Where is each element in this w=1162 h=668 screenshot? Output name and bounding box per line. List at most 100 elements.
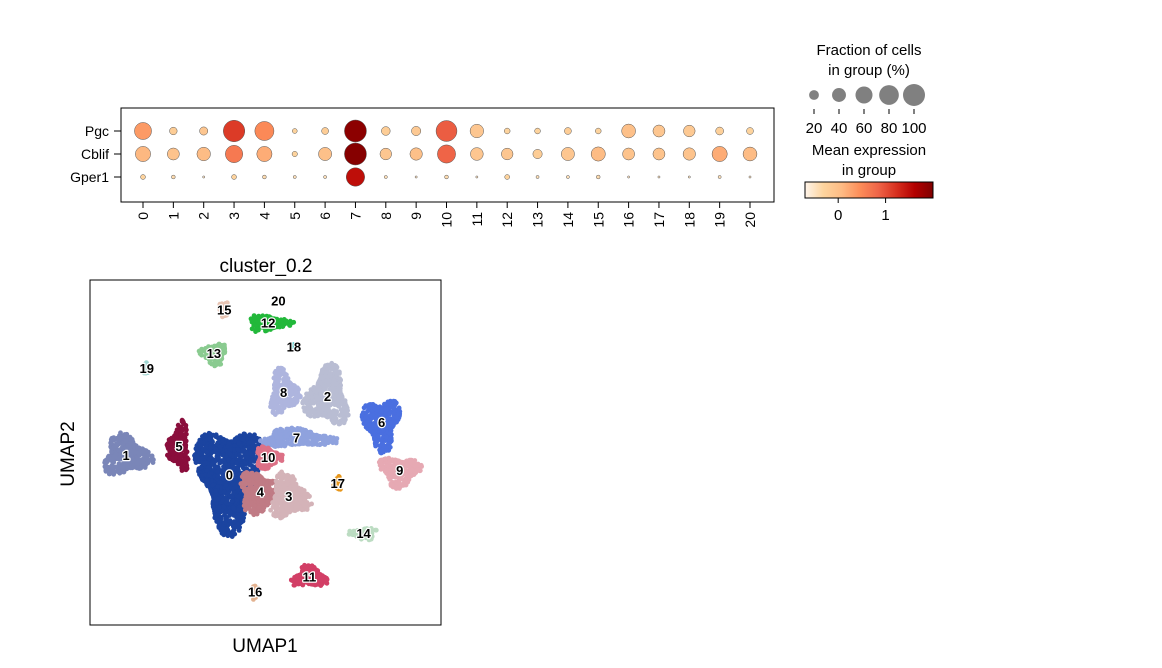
dot-Cblif-6	[318, 147, 332, 161]
gene-label: Gper1	[70, 169, 109, 185]
group-label: 20	[742, 212, 758, 228]
dot-Cblif-7	[344, 142, 367, 166]
group-label: 13	[530, 212, 546, 228]
group-label: 14	[560, 212, 576, 228]
umap-frame	[89, 279, 442, 626]
dot-Gper1-9	[414, 175, 418, 179]
size-legend-dot	[832, 88, 846, 102]
umap-cluster-11	[288, 562, 330, 588]
gene-label: Pgc	[85, 123, 109, 139]
dot-Gper1-18	[687, 175, 691, 179]
dot-Cblif-14	[561, 147, 575, 161]
dot-Cblif-4	[256, 146, 273, 162]
dot-Pgc-15	[595, 127, 602, 135]
dot-Gper1-5	[292, 175, 297, 179]
color-legend-title-2: in group	[842, 162, 896, 179]
size-legend-dot	[855, 86, 873, 104]
dot-Gper1-15	[596, 174, 601, 180]
umap-cluster-7	[258, 425, 340, 449]
dot-Gper1-10	[444, 174, 449, 180]
umap-label-9: 9	[396, 463, 403, 478]
dot-Gper1-12	[504, 174, 510, 180]
gene-labels: Pgc Cblif Gper1	[70, 123, 121, 185]
dot-Cblif-16	[622, 147, 635, 161]
dot-Pgc-16	[621, 123, 636, 139]
colorbar-tick-label: 1	[881, 207, 889, 224]
dot-Gper1-6	[323, 175, 327, 179]
umap-label-11: 11	[303, 569, 317, 584]
group-label: 6	[317, 212, 333, 220]
umap-cluster-18	[289, 342, 300, 353]
group-label: 10	[439, 212, 455, 228]
dot-Gper1-14	[566, 175, 570, 179]
dotplot-frame	[120, 107, 775, 203]
umap-label-16: 16	[248, 584, 262, 599]
dot-Cblif-20	[742, 146, 758, 162]
size-legend-label: 80	[881, 120, 898, 137]
umap-label-0: 0	[226, 467, 233, 482]
umap-cluster-5	[164, 417, 191, 473]
group-label: 18	[681, 212, 697, 228]
dot-Cblif-13	[532, 149, 543, 159]
size-legend-dot	[879, 85, 899, 105]
umap-label-14: 14	[356, 526, 371, 541]
group-label: 11	[469, 212, 485, 227]
umap-cluster-10	[255, 444, 285, 472]
group-label: 1	[165, 212, 181, 220]
dot-Pgc-13	[534, 127, 541, 135]
dot-Pgc-2	[199, 126, 209, 136]
dot-Gper1-2	[202, 175, 206, 179]
dot-Gper1-19	[717, 175, 722, 179]
dot-Gper1-0	[140, 174, 146, 180]
umap-cluster-13	[196, 341, 228, 369]
umap-cluster-1	[102, 430, 156, 477]
dot-Pgc-12	[504, 127, 511, 135]
size-legend-title-2: in group (%)	[828, 62, 910, 79]
umap-label-7: 7	[293, 430, 300, 445]
dot-Cblif-17	[652, 147, 666, 161]
size-legend-dot	[809, 90, 819, 100]
umap-label-3: 3	[285, 489, 292, 504]
dot-Cblif-0	[135, 146, 151, 162]
dot-Gper1-16	[627, 175, 630, 179]
umap-cluster-4	[238, 470, 289, 518]
dot-Pgc-20	[746, 127, 754, 135]
group-label: 3	[226, 212, 242, 220]
dot-Cblif-15	[590, 146, 606, 162]
dot-Cblif-18	[682, 147, 696, 161]
dot-Gper1-3	[231, 174, 237, 180]
umap-label-15: 15	[217, 302, 231, 317]
dot-Cblif-1	[167, 147, 180, 161]
dot-Pgc-7	[344, 119, 367, 143]
size-legend: Fraction of cells in group (%) 20 40 60 80 1…	[806, 42, 927, 137]
dot-Cblif-3	[225, 145, 243, 163]
umap-cluster-3	[268, 469, 314, 521]
umap-cluster-12	[248, 313, 297, 334]
dot-Pgc-11	[469, 123, 484, 139]
group-label: 0	[135, 212, 151, 220]
group-label: 5	[287, 212, 303, 220]
dot-Cblif-10	[437, 144, 456, 164]
dot-Cblif-8	[379, 147, 392, 161]
umap-cluster-6	[359, 398, 403, 456]
dot-Pgc-10	[435, 120, 458, 142]
umap-cluster-17	[331, 474, 343, 492]
dot-marks	[134, 119, 758, 187]
umap-cluster-2	[300, 360, 351, 427]
group-label: 4	[256, 212, 272, 220]
dot-Cblif-12	[501, 147, 514, 161]
size-legend-dot	[903, 84, 925, 106]
gene-label: Cblif	[81, 146, 109, 162]
dot-Pgc-1	[169, 126, 178, 136]
color-legend-title-1: Mean expression	[812, 142, 926, 159]
umap-label-19: 19	[140, 361, 154, 376]
umap-label-1: 1	[123, 448, 130, 463]
size-legend-label: 100	[901, 120, 926, 137]
umap-label-4: 4	[257, 485, 265, 500]
umap-cluster-9	[376, 455, 424, 491]
umap-label-6: 6	[378, 415, 385, 430]
